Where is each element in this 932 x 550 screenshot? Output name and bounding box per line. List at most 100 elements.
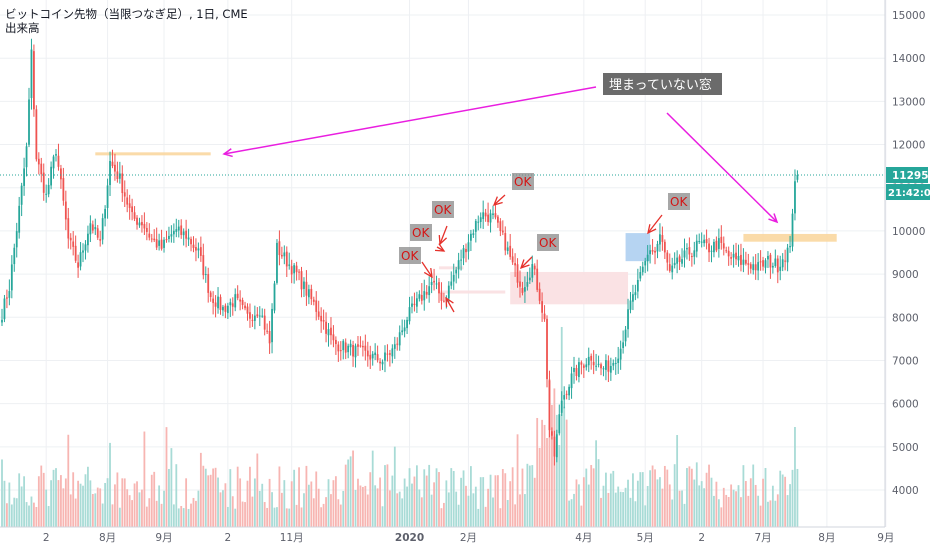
volume-bar [13,497,16,527]
candles [1,38,799,466]
ok-badge [537,234,559,251]
candle-body [25,146,28,168]
volume-bar [578,484,580,527]
volume-bar [273,507,276,527]
candle-body [438,282,440,294]
candle-body [111,161,114,167]
candle-body [663,241,666,253]
candle-body [381,361,384,365]
volume-bar [740,497,742,527]
volume-bar [776,494,779,527]
candle-body [229,302,232,306]
candle-body [330,327,332,336]
volume-bar [45,489,48,527]
candle-body [624,329,627,342]
candle-body [28,99,30,145]
candle-body [582,365,585,368]
candle-body [273,283,276,311]
candle-body [357,344,359,347]
candle-body [239,299,242,302]
candle-body [693,250,696,257]
candle-body [632,294,634,302]
volume-bar [423,469,426,527]
volume-bar [774,500,777,527]
volume-bar [1,459,3,527]
candle-body [796,175,799,180]
volume-bar [477,508,480,527]
candle-body [749,264,752,269]
candle-body [57,155,60,167]
volume-bar [295,504,298,527]
volume-bar [94,493,97,527]
candle-body [467,242,470,252]
candle-body [55,154,57,156]
volume-bar [720,507,723,527]
candle-body [649,250,652,255]
volume-bar [393,446,396,527]
volume-bar [317,488,320,527]
volume-bar [639,472,642,527]
candle-body [214,302,217,307]
candle-body [307,289,310,298]
candle-body [538,288,541,301]
x-tick-label: 2 [225,532,232,544]
ok-label: OK [670,195,688,209]
volume-bar [77,480,80,527]
x-tick-label: 7月 [754,532,771,544]
volume-bar [551,404,553,527]
candle-body [791,213,794,247]
volume-bar [160,503,163,527]
x-tick-label: 8月 [99,532,116,544]
candle-body [325,321,327,334]
candle-body [84,244,87,251]
candle-body [376,354,379,361]
volume-bar [391,475,394,527]
volume-bar [280,492,283,527]
volume-bar [256,453,259,527]
volume-bar [10,504,13,527]
volume-bar [575,479,578,527]
candle-body [69,237,72,241]
volume-bar [764,467,767,527]
volume-bar [730,484,733,527]
candle-body [568,386,571,396]
volume-bar [590,464,593,527]
volume-bar [33,502,35,527]
candle-body [280,254,283,257]
volume-bar [337,499,340,527]
volume-bar [153,471,156,527]
candle-body [767,255,769,260]
volume-bar [64,478,67,527]
x-tick-label: 8月 [818,532,835,544]
candle-body [752,264,755,271]
candle-body [246,306,249,314]
candle-body [460,259,462,261]
volume-bar [204,468,207,527]
volume-bar [654,469,656,527]
candle-body [268,331,271,344]
candle-body [192,244,195,248]
volume-bar [349,456,352,527]
volume-bar [359,485,362,527]
volume-bar [430,494,433,527]
candle-body [737,255,740,261]
candle-body [99,239,102,241]
volume-bar [99,488,102,527]
candle-body [786,247,789,263]
volume-bar [541,419,543,527]
volume-bar [742,465,745,527]
volume-bar [231,496,234,527]
candle-body [592,361,595,366]
volume-bar [187,508,190,527]
volume-bar [241,501,244,527]
y-tick-label: 4000 [892,485,919,497]
volume-bar [37,476,40,527]
candle-body [40,163,43,175]
candle-body [47,184,50,195]
volume-bar [435,468,438,527]
candle-body [413,303,416,306]
candle-body [96,228,99,238]
candle-body [713,241,715,253]
candle-body [671,265,674,273]
